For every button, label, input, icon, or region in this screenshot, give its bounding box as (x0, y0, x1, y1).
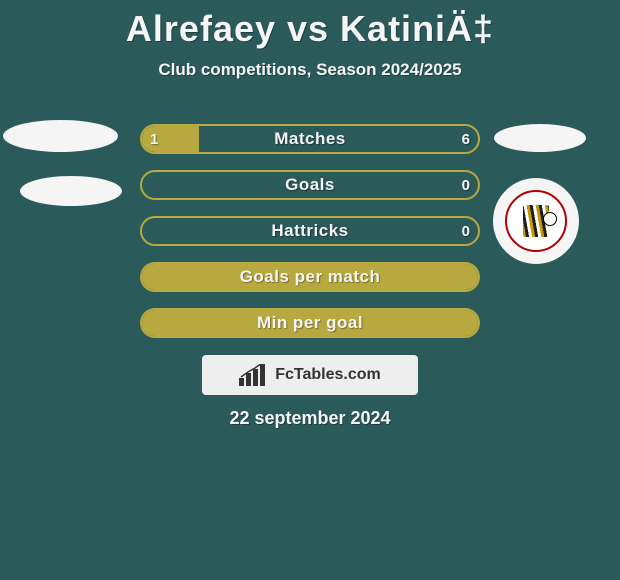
date-text: 22 september 2024 (0, 408, 620, 429)
stat-bar-value-right: 0 (462, 216, 470, 246)
player-left-avatar-1 (3, 120, 118, 152)
stat-bar-label: Min per goal (140, 308, 480, 338)
stat-bar-label: Hattricks (140, 216, 480, 246)
stat-bar-label: Matches (140, 124, 480, 154)
stat-bar-label: Goals (140, 170, 480, 200)
stat-bar-label: Goals per match (140, 262, 480, 292)
footer-attribution: FcTables.com (202, 355, 418, 395)
stat-bar-value-left: 1 (150, 124, 158, 154)
fctables-logo-icon (239, 364, 269, 386)
player-right-club-badge (493, 178, 579, 264)
page-title: Alrefaey vs KatiniÄ‡ (0, 0, 620, 50)
stat-bar: Goals0 (140, 170, 480, 200)
stat-bar-value-right: 6 (462, 124, 470, 154)
subtitle: Club competitions, Season 2024/2025 (0, 60, 620, 80)
stat-bars-container: Matches16Goals0Hattricks0Goals per match… (140, 124, 480, 354)
stat-bar: Hattricks0 (140, 216, 480, 246)
stat-bar-value-right: 0 (462, 170, 470, 200)
stat-bar: Matches1 6 (140, 124, 480, 154)
club-badge-inner (505, 190, 567, 252)
stat-bar: Goals per match (140, 262, 480, 292)
stat-bar: Min per goal (140, 308, 480, 338)
club-badge-ball-icon (543, 212, 557, 226)
footer-brand-text: FcTables.com (275, 366, 381, 384)
player-right-avatar-1 (494, 124, 586, 152)
player-left-avatar-2 (20, 176, 122, 206)
